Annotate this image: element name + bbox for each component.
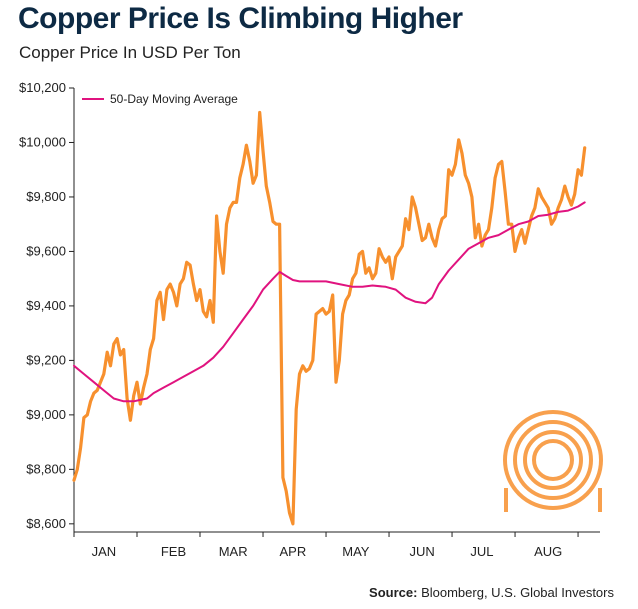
x-tick-label: JUN	[410, 544, 435, 559]
x-tick-label: JAN	[92, 544, 117, 559]
x-tick-label: JUL	[470, 544, 493, 559]
y-tick-label: $9,800	[26, 189, 66, 204]
logo-ring-3	[523, 430, 583, 490]
y-tick-label: $10,000	[19, 134, 66, 149]
y-tick-label: $9,000	[26, 407, 66, 422]
source-text: Bloomberg, U.S. Global Investors	[421, 585, 614, 600]
series-layer	[72, 110, 587, 526]
chart-title: Copper Price Is Climbing Higher	[18, 2, 463, 35]
y-tick-label: $8,800	[26, 461, 66, 476]
source-label: Source:	[369, 585, 418, 600]
copper-price-line	[72, 110, 587, 526]
logo-ring-inner	[532, 439, 574, 481]
legend-label-moving-average: 50-Day Moving Average	[110, 92, 238, 106]
y-tick-label: $10,200	[19, 80, 66, 95]
y-tick-label: $8,600	[26, 516, 66, 531]
legend: 50-Day Moving Average	[82, 92, 238, 106]
chart-subtitle: Copper Price In USD Per Ton	[19, 43, 241, 62]
logo-ring-outer	[503, 410, 603, 510]
x-tick-label: AUG	[534, 544, 562, 559]
x-tick-label: FEB	[161, 544, 186, 559]
concentric-rings-logo	[503, 410, 603, 512]
source-note: Source: Bloomberg, U.S. Global Investors	[369, 585, 614, 600]
x-tick-label: MAR	[219, 544, 248, 559]
logo-ring-2	[513, 420, 593, 500]
moving-average-line	[73, 201, 586, 403]
y-axis-ticks: $8,600 $8,800 $9,000 $9,200 $9,400 $9,600 $9,8…	[19, 80, 74, 531]
y-tick-label: $9,400	[26, 298, 66, 313]
y-tick-label: $9,600	[26, 243, 66, 258]
x-tick-label: MAY	[342, 544, 370, 559]
x-tick-label: APR	[279, 544, 306, 559]
x-axis-ticks: JAN FEB MAR APR MAY JUN JUL AUG	[73, 532, 579, 559]
y-tick-label: $9,200	[26, 352, 66, 367]
